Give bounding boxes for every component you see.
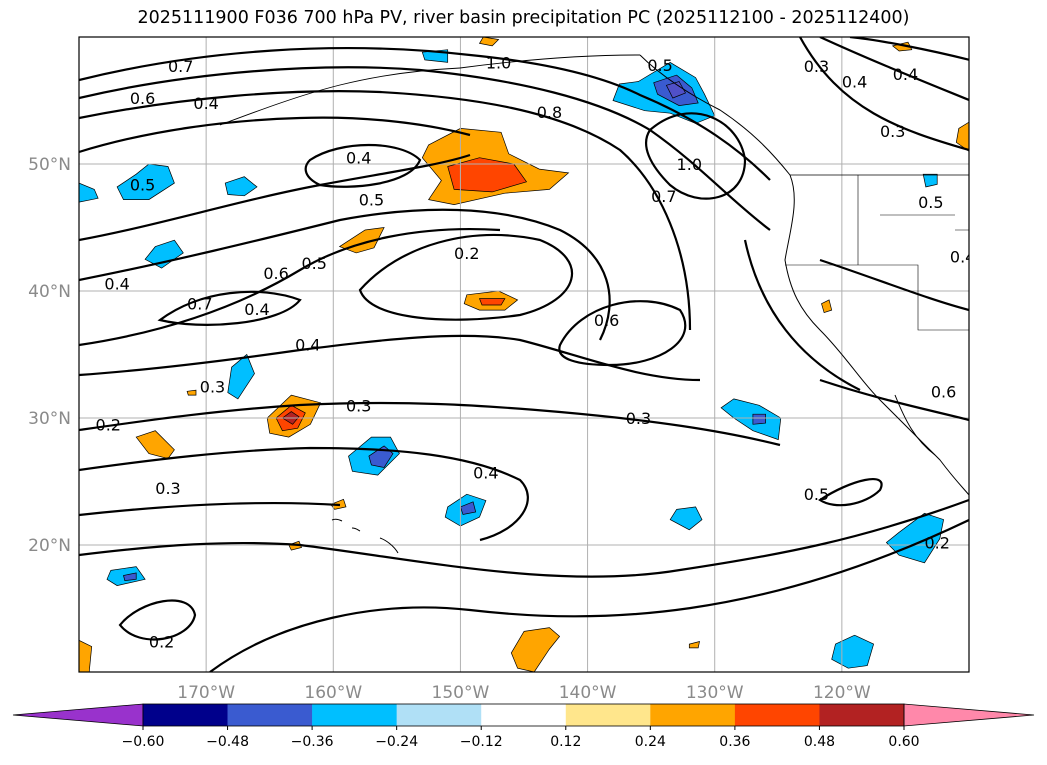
colorbar-tick-label: −0.60 <box>122 734 165 750</box>
contour-value-label: 0.7 <box>651 187 676 206</box>
contour-value-label: 0.2 <box>149 633 174 652</box>
precip-shade-region <box>459 501 477 515</box>
colorbar-tick-label: 0.36 <box>719 734 750 750</box>
colorbar-segment <box>143 704 228 726</box>
colorbar-frame <box>142 703 905 727</box>
contour-labels: 0.70.6 0.40.40.50.51.00.81.00.70.5 0.30.4 0… <box>96 53 975 652</box>
contour-value-label: 0.3 <box>155 479 180 498</box>
colorbar-tick-label: 0.60 <box>888 734 919 750</box>
contour-value-label: 0.4 <box>950 248 975 267</box>
precip-shade-region <box>752 413 766 425</box>
colorbar-tick-label: 0.24 <box>635 734 666 750</box>
precip-shade-region <box>720 398 782 441</box>
contour-value-label: 0.3 <box>804 57 829 76</box>
contour-value-label: 0.6 <box>931 382 956 401</box>
precip-shade-region <box>135 430 175 459</box>
precip-shade-region <box>79 639 93 672</box>
contour-value-label: 0.2 <box>454 244 479 263</box>
precip-shade-region <box>891 41 913 52</box>
graticule <box>79 37 969 672</box>
lon-tick-label: 140°W <box>559 683 617 703</box>
contour-value-label: 0.8 <box>537 103 562 122</box>
contour-value-label: 0.4 <box>104 274 129 293</box>
colorbar-segment <box>227 704 313 726</box>
colorbar-segment <box>650 704 736 726</box>
contour-value-label: 0.5 <box>301 254 326 273</box>
lon-tick-label: 170°W <box>177 683 235 703</box>
lon-tick-label: 150°W <box>432 683 490 703</box>
precip-shade-region <box>478 37 500 47</box>
colorbar-extend-high <box>903 703 1035 727</box>
contour-value-label: 0.6 <box>130 89 155 108</box>
precip-shade-region <box>665 81 687 99</box>
colorbar-segment <box>396 704 482 726</box>
precip-shade-region <box>478 298 506 306</box>
contour-value-label: 0.4 <box>295 335 320 354</box>
contour-value-label: 0.3 <box>346 396 371 415</box>
contour-value-label: 0.5 <box>359 191 384 210</box>
contour-value-label: 0.6 <box>594 311 619 330</box>
lon-tick-label: 120°W <box>813 683 871 703</box>
colorbar-tick-label: −0.48 <box>206 734 249 750</box>
contour-value-label: 0.4 <box>346 149 371 168</box>
contour-value-label: 1.0 <box>677 155 702 174</box>
lon-tick-label: 130°W <box>686 683 744 703</box>
contour-value-label: 0.3 <box>880 122 905 141</box>
contour-value-label: 0.6 <box>263 264 288 283</box>
lon-tick-label: 160°W <box>304 683 362 703</box>
colorbar-segment <box>565 704 651 726</box>
latitude-labels: 20°N 30°N 40°N 50°N <box>28 155 71 556</box>
precip-shade-region <box>821 299 833 314</box>
precip-shade-region <box>669 506 703 531</box>
precip-shade-region <box>224 176 258 197</box>
colorbar-segment <box>734 704 820 726</box>
contour-value-label: 0.7 <box>168 57 193 76</box>
lat-tick-label: 50°N <box>28 155 71 175</box>
colorbar-tick-label: −0.36 <box>291 734 334 750</box>
precip-shade-region <box>116 163 175 200</box>
precip-shade-region <box>186 389 197 396</box>
lat-tick-label: 30°N <box>28 409 71 429</box>
contour-value-label: 0.4 <box>244 300 269 319</box>
colorbar-segment <box>481 704 567 726</box>
colorbar-segment <box>312 704 397 726</box>
contour-value-label: 0.2 <box>924 533 949 552</box>
contour-value-label: 0.5 <box>130 175 155 194</box>
contour-value-label: 0.3 <box>626 409 651 428</box>
contour-value-label: 0.4 <box>193 94 218 113</box>
contour-value-label: 0.4 <box>842 72 867 91</box>
contour-value-label: 0.4 <box>893 65 918 84</box>
lat-tick-label: 40°N <box>28 282 71 302</box>
colorbar: −0.60 −0.48 −0.36 −0.24 −0.12 0.12 0.24 0.36 0.4… <box>12 703 1035 750</box>
precip-shade-region <box>447 157 528 193</box>
precipitation-shading <box>79 37 969 672</box>
contour-value-label: 0.7 <box>187 295 212 314</box>
coastlines <box>219 54 969 554</box>
precip-shade-region <box>123 572 137 581</box>
contour-value-label: 0.5 <box>804 485 829 504</box>
contour-value-label: 0.3 <box>200 377 225 396</box>
longitude-labels: 170°W 160°W 150°W 140°W 130°W 120°W <box>177 683 871 703</box>
colorbar-segment <box>819 704 905 726</box>
colorbar-tick-label: −0.12 <box>460 734 503 750</box>
contour-value-label: 0.5 <box>918 193 943 212</box>
contour-value-label: 1.0 <box>486 53 511 72</box>
precip-shade-region <box>922 173 938 188</box>
precip-shade-region <box>955 121 969 152</box>
colorbar-tick-label: 0.48 <box>804 734 835 750</box>
map-frame <box>78 36 970 673</box>
lat-tick-label: 20°N <box>28 536 71 556</box>
map-background <box>79 37 969 672</box>
precip-shade-region <box>79 182 99 203</box>
contour-value-label: 0.4 <box>473 464 498 483</box>
colorbar-extend-low <box>12 703 144 727</box>
precip-shade-region <box>510 627 561 672</box>
colorbar-tick-label: −0.24 <box>375 734 418 750</box>
contour-value-label: 0.2 <box>96 415 121 434</box>
contour-value-label: 0.5 <box>647 56 672 75</box>
chart-title: 2025111900 F036 700 hPa PV, river basin … <box>137 8 910 28</box>
precip-shade-region <box>688 641 700 649</box>
colorbar-tick-label: 0.12 <box>550 734 581 750</box>
